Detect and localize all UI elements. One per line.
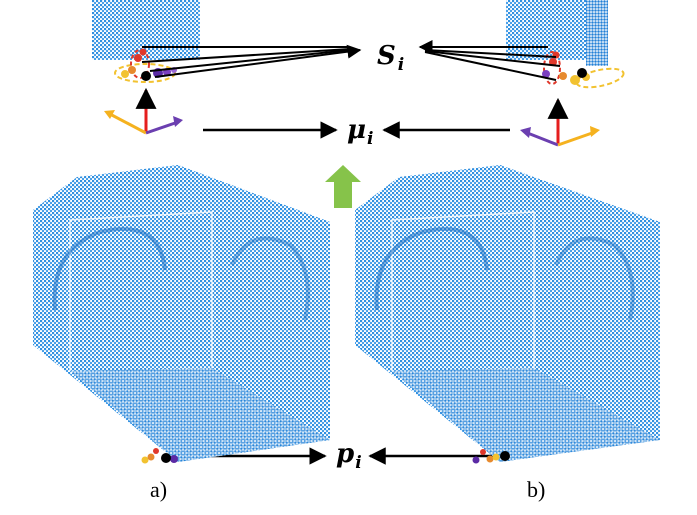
s-sub: i [398,55,404,75]
local-frame-right [520,97,600,147]
caption-a: a) [150,477,167,502]
keypoint-dot [141,71,151,81]
zoom-crop-left [92,0,362,135]
label-p: pi [336,439,362,473]
label-mu: μi [347,115,374,149]
p-sub: i [355,453,361,473]
mu-sub: i [367,129,373,149]
svg-text:Si: Si [377,41,404,75]
keypoint-dot [161,453,171,463]
keypoint-dot [577,68,587,78]
lines-to-s-left [141,44,362,78]
cloud-crop-right [506,0,586,60]
cloud-crop-left [92,0,200,60]
up-arrow-green [325,165,361,208]
s-main: S [377,41,396,71]
mu-main: μ [347,115,366,145]
point-cloud-cube-left [33,165,330,464]
lines-to-s-right [418,40,561,81]
keypoint-dot [500,451,510,461]
point-cloud-cube-right [355,165,660,464]
svg-text:pi: pi [336,439,362,473]
zoom-crop-right [418,0,625,147]
local-frame-left [104,87,183,135]
keypoint-cluster-bottom-left [141,448,178,464]
keypoint-cluster-bottom-right [472,449,510,464]
caption-b: b) [527,477,545,502]
svg-text:μi: μi [347,115,374,149]
p-main: p [336,439,354,469]
